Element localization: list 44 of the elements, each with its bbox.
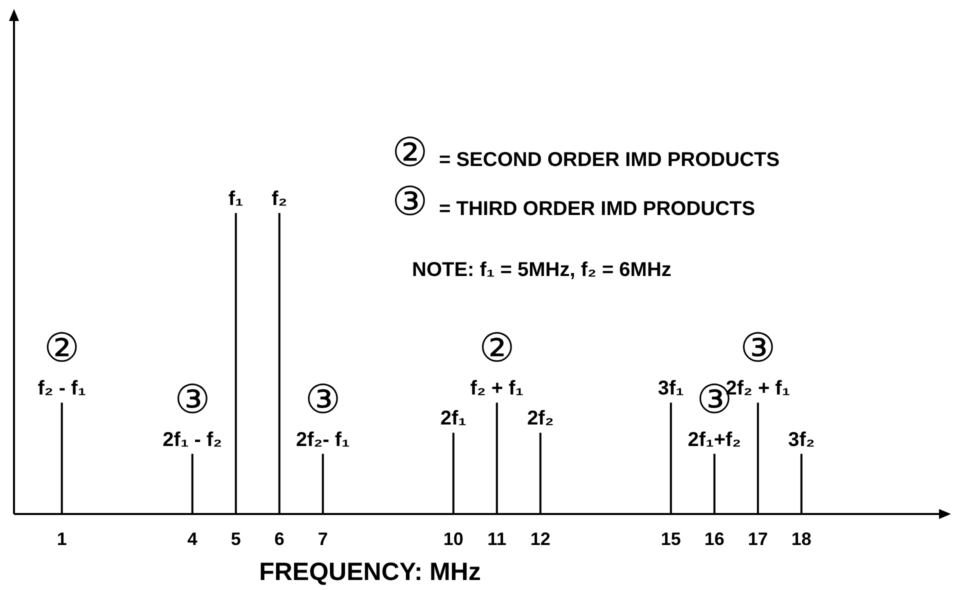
bar	[800, 454, 802, 514]
x-tick-label: 4	[187, 529, 198, 549]
bar	[496, 402, 498, 514]
bar	[756, 402, 759, 514]
bar	[322, 454, 324, 514]
annotation: f₂	[272, 188, 288, 210]
x-tick-label: 6	[274, 529, 284, 549]
bar	[670, 402, 672, 514]
x-tick-label: 1	[56, 529, 67, 549]
bar	[191, 454, 194, 514]
x-tick-label: 16	[704, 529, 724, 549]
x-tick-label: 5	[230, 529, 241, 549]
annotation: ②	[478, 326, 515, 371]
bar	[60, 402, 63, 514]
text: ② = SECOND ORDER IMD PRODUCTS	[392, 131, 780, 175]
bar	[278, 213, 280, 514]
annotation: f₂ + f₁	[470, 378, 524, 400]
bar	[452, 432, 454, 514]
annotation: ③ = THIRD ORDER IMD PRODUCTS	[392, 180, 756, 224]
x-tick-label: 11	[487, 529, 506, 549]
bar	[713, 454, 716, 514]
annotation: 3f₂	[788, 428, 815, 451]
annotation: f₁	[228, 188, 244, 210]
annotation: ②	[44, 326, 80, 371]
x-tick-label: 15	[660, 529, 681, 549]
annotation: 2f₂	[527, 408, 554, 430]
x-tick-label: 17	[748, 529, 768, 549]
x-tick-label: 7	[318, 529, 328, 549]
x-tick-label: 18	[791, 529, 812, 549]
annotation: ③	[740, 326, 776, 371]
annotation: 2f₂- f₁	[296, 428, 350, 451]
annotation: ③	[174, 378, 210, 422]
bar	[234, 213, 237, 514]
x-tick-label: 12	[530, 529, 550, 549]
x-tick-label: 10	[443, 529, 464, 549]
annotation: 2f₁+f₂	[688, 428, 742, 451]
x-axis-title: FREQUENCY: MHz	[259, 558, 481, 586]
annotation: ③	[304, 378, 341, 422]
annotation: 3f₁	[658, 378, 684, 400]
annotation: f₂ - f₁	[38, 378, 86, 400]
bar	[539, 432, 542, 514]
annotation: 2f₁	[440, 408, 466, 430]
annotation: NOTE: f₁ = 5MHz, f₂ = 6MHz	[412, 259, 672, 281]
annotation: 2f₁ - f₂	[162, 428, 222, 451]
